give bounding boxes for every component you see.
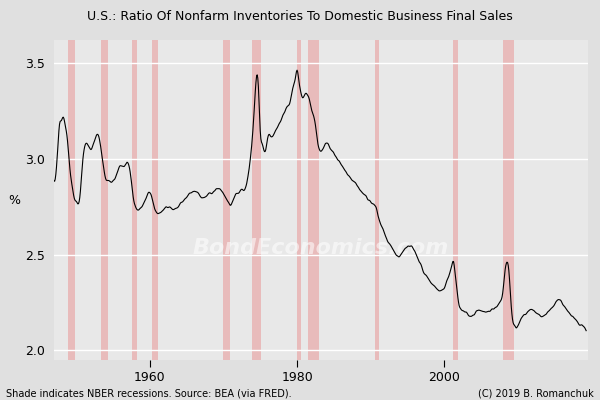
Bar: [68, 40, 75, 360]
Bar: [101, 40, 108, 360]
Y-axis label: %: %: [8, 194, 20, 206]
Bar: [503, 40, 514, 360]
Bar: [375, 40, 379, 360]
Bar: [152, 40, 158, 360]
Bar: [308, 40, 319, 360]
Bar: [297, 40, 301, 360]
Text: Shade indicates NBER recessions. Source: BEA (via FRED).: Shade indicates NBER recessions. Source:…: [6, 388, 292, 398]
Text: (C) 2019 B. Romanchuk: (C) 2019 B. Romanchuk: [478, 388, 594, 398]
Bar: [132, 40, 137, 360]
Text: U.S.: Ratio Of Nonfarm Inventories To Domestic Business Final Sales: U.S.: Ratio Of Nonfarm Inventories To Do…: [87, 10, 513, 23]
Bar: [223, 40, 230, 360]
Bar: [453, 40, 458, 360]
Text: BondEconomics.com: BondEconomics.com: [193, 238, 449, 258]
Bar: [252, 40, 262, 360]
